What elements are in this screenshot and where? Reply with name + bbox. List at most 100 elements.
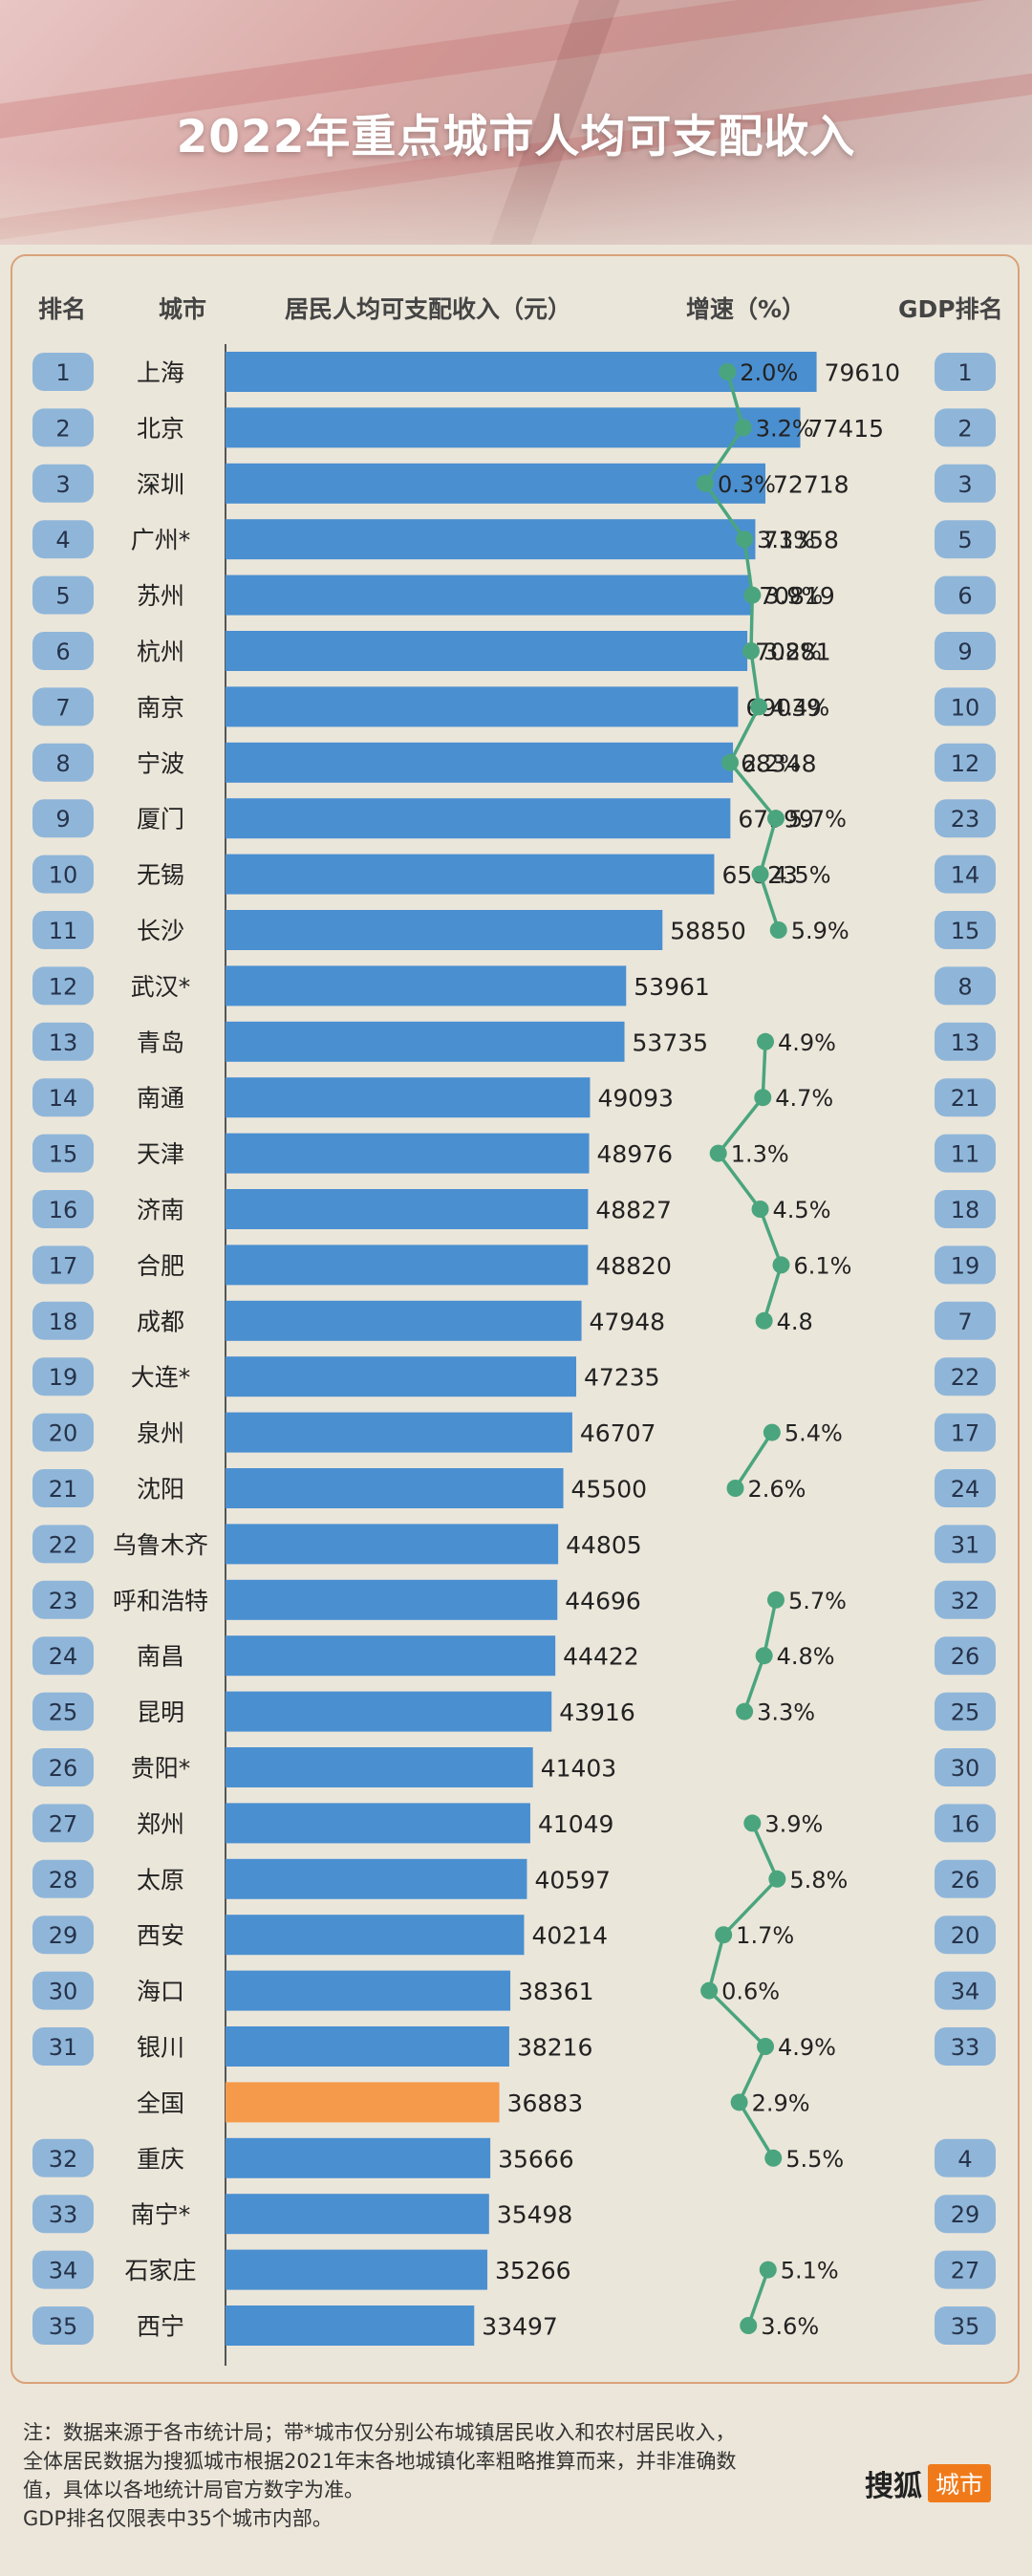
rank-badge-label: 26 xyxy=(49,1755,78,1782)
income-value-label: 38216 xyxy=(517,2034,593,2062)
gdp-rank-badge xyxy=(935,1971,996,2010)
gdp-rank-badge xyxy=(935,2138,996,2177)
city-label: 西宁 xyxy=(137,2313,184,2341)
income-value-label: 43916 xyxy=(559,1699,635,1726)
rank-badge-label: 22 xyxy=(49,1531,78,1558)
growth-point xyxy=(766,1591,785,1609)
gdp-rank-badge xyxy=(935,1525,996,1564)
growth-value-label: 4.5% xyxy=(773,862,831,889)
income-bar xyxy=(226,1803,530,1844)
city-label: 天津 xyxy=(137,1140,184,1168)
header-rank: 排名 xyxy=(38,295,87,323)
income-bar xyxy=(226,686,739,727)
income-bar xyxy=(226,965,627,1007)
income-value-label: 35266 xyxy=(495,2257,571,2284)
growth-point xyxy=(757,1032,775,1050)
gdp-rank-badge-label: 20 xyxy=(951,1922,980,1949)
rank-badge xyxy=(32,911,94,949)
income-bar xyxy=(226,742,734,783)
gdp-rank-badge-label: 8 xyxy=(957,973,972,1000)
gdp-rank-badge-label: 1 xyxy=(957,359,972,386)
city-label: 深圳 xyxy=(137,470,184,498)
brand-tag: 城市 xyxy=(928,2464,992,2502)
gdp-rank-badge-label: 9 xyxy=(957,639,972,665)
gdp-rank-badge-label: 19 xyxy=(951,1252,980,1279)
rank-badge xyxy=(32,1804,94,1843)
growth-point xyxy=(726,1480,744,1497)
growth-value-label: 0.6% xyxy=(721,1979,780,2005)
header-income: 居民人均可支配收入（元） xyxy=(285,295,572,323)
rank-badge-label: 34 xyxy=(49,2258,78,2284)
city-label: 郑州 xyxy=(137,1810,184,1838)
rank-badge xyxy=(32,1580,94,1619)
gdp-rank-badge xyxy=(935,2250,996,2289)
growth-value-label: 3.3% xyxy=(757,1699,815,1726)
income-value-label: 40597 xyxy=(534,1866,611,1894)
gdp-rank-badge xyxy=(935,1413,996,1452)
rank-badge-label: 31 xyxy=(49,2034,78,2061)
city-label: 泉州 xyxy=(137,1419,184,1447)
gdp-rank-badge xyxy=(935,1245,996,1285)
income-bar xyxy=(226,2305,475,2346)
note-line-3: 值，具体以各地统计局官方数字为准。 xyxy=(23,2479,364,2501)
income-value-label: 44422 xyxy=(563,1643,639,1671)
rank-badge xyxy=(32,1636,94,1676)
city-label: 合肥 xyxy=(137,1252,184,1280)
growth-point xyxy=(743,586,762,604)
growth-value-label: 3.9% xyxy=(764,583,823,610)
page-title: 2022年重点城市人均可支配收入 xyxy=(176,111,856,163)
city-label: 长沙 xyxy=(137,918,184,945)
income-bar xyxy=(226,1468,564,1508)
brand-name: 搜狐 xyxy=(865,2470,922,2503)
growth-value-label: 2.0% xyxy=(740,359,798,386)
growth-value-label: 5.8% xyxy=(789,1867,848,1894)
rank-badge xyxy=(32,520,94,559)
income-value-label: 33497 xyxy=(482,2313,558,2341)
income-value-label: 48976 xyxy=(597,1140,674,1168)
income-value-label: 53961 xyxy=(634,973,710,1001)
rank-badge-label: 14 xyxy=(49,1085,78,1112)
income-value-label: 45500 xyxy=(571,1476,648,1504)
income-bar xyxy=(226,2026,509,2067)
income-value-label: 44805 xyxy=(566,1531,642,1559)
city-label: 呼和浩特 xyxy=(113,1587,208,1614)
gdp-rank-badge-label: 31 xyxy=(951,1531,980,1558)
income-bar xyxy=(226,1356,577,1397)
rank-badge xyxy=(32,1022,94,1061)
growth-value-label: 4.8 xyxy=(777,1309,813,1335)
rank-badge xyxy=(32,408,94,447)
gdp-rank-badge xyxy=(935,2027,996,2066)
city-label: 太原 xyxy=(137,1866,184,1894)
city-label: 南宁* xyxy=(131,2201,191,2229)
city-label: 银川 xyxy=(137,2034,184,2062)
income-bar xyxy=(226,1747,533,1787)
rank-badge xyxy=(32,1469,94,1507)
growth-value-label: 4.8% xyxy=(777,1643,835,1670)
income-bar xyxy=(226,1412,572,1453)
income-value-label: 72718 xyxy=(773,470,849,498)
income-value-label: 36883 xyxy=(507,2089,584,2117)
growth-value-label: 3.9% xyxy=(764,1810,823,1837)
rank-badge xyxy=(32,632,94,670)
footnote: 注：数据来源于各市统计局；带*城市仅分别公布城镇居民收入和农村居民收入， 全体居… xyxy=(23,2418,845,2533)
income-bar xyxy=(226,1245,589,1286)
income-bar xyxy=(226,854,715,895)
income-value-label: 47948 xyxy=(590,1308,666,1335)
rank-badge xyxy=(32,1859,94,1898)
growth-point xyxy=(763,1423,781,1441)
growth-value-label: 5.4% xyxy=(785,1420,843,1447)
city-label: 石家庄 xyxy=(124,2257,196,2284)
growth-value-label: 1.7% xyxy=(736,1922,794,1949)
growth-value-label: 3.3% xyxy=(757,527,815,553)
income-bar xyxy=(226,1970,511,2011)
header-gdp-rank: GDP排名 xyxy=(898,295,1003,323)
income-bar xyxy=(226,574,752,616)
growth-point xyxy=(751,865,769,883)
gdp-rank-badge xyxy=(935,687,996,726)
gdp-rank-badge xyxy=(935,1078,996,1117)
rank-badge-label: 35 xyxy=(49,2313,78,2340)
growth-value-label: 5.7% xyxy=(788,806,847,833)
rank-badge xyxy=(32,2195,94,2234)
gdp-rank-badge xyxy=(935,1190,996,1228)
income-bar xyxy=(226,519,756,560)
